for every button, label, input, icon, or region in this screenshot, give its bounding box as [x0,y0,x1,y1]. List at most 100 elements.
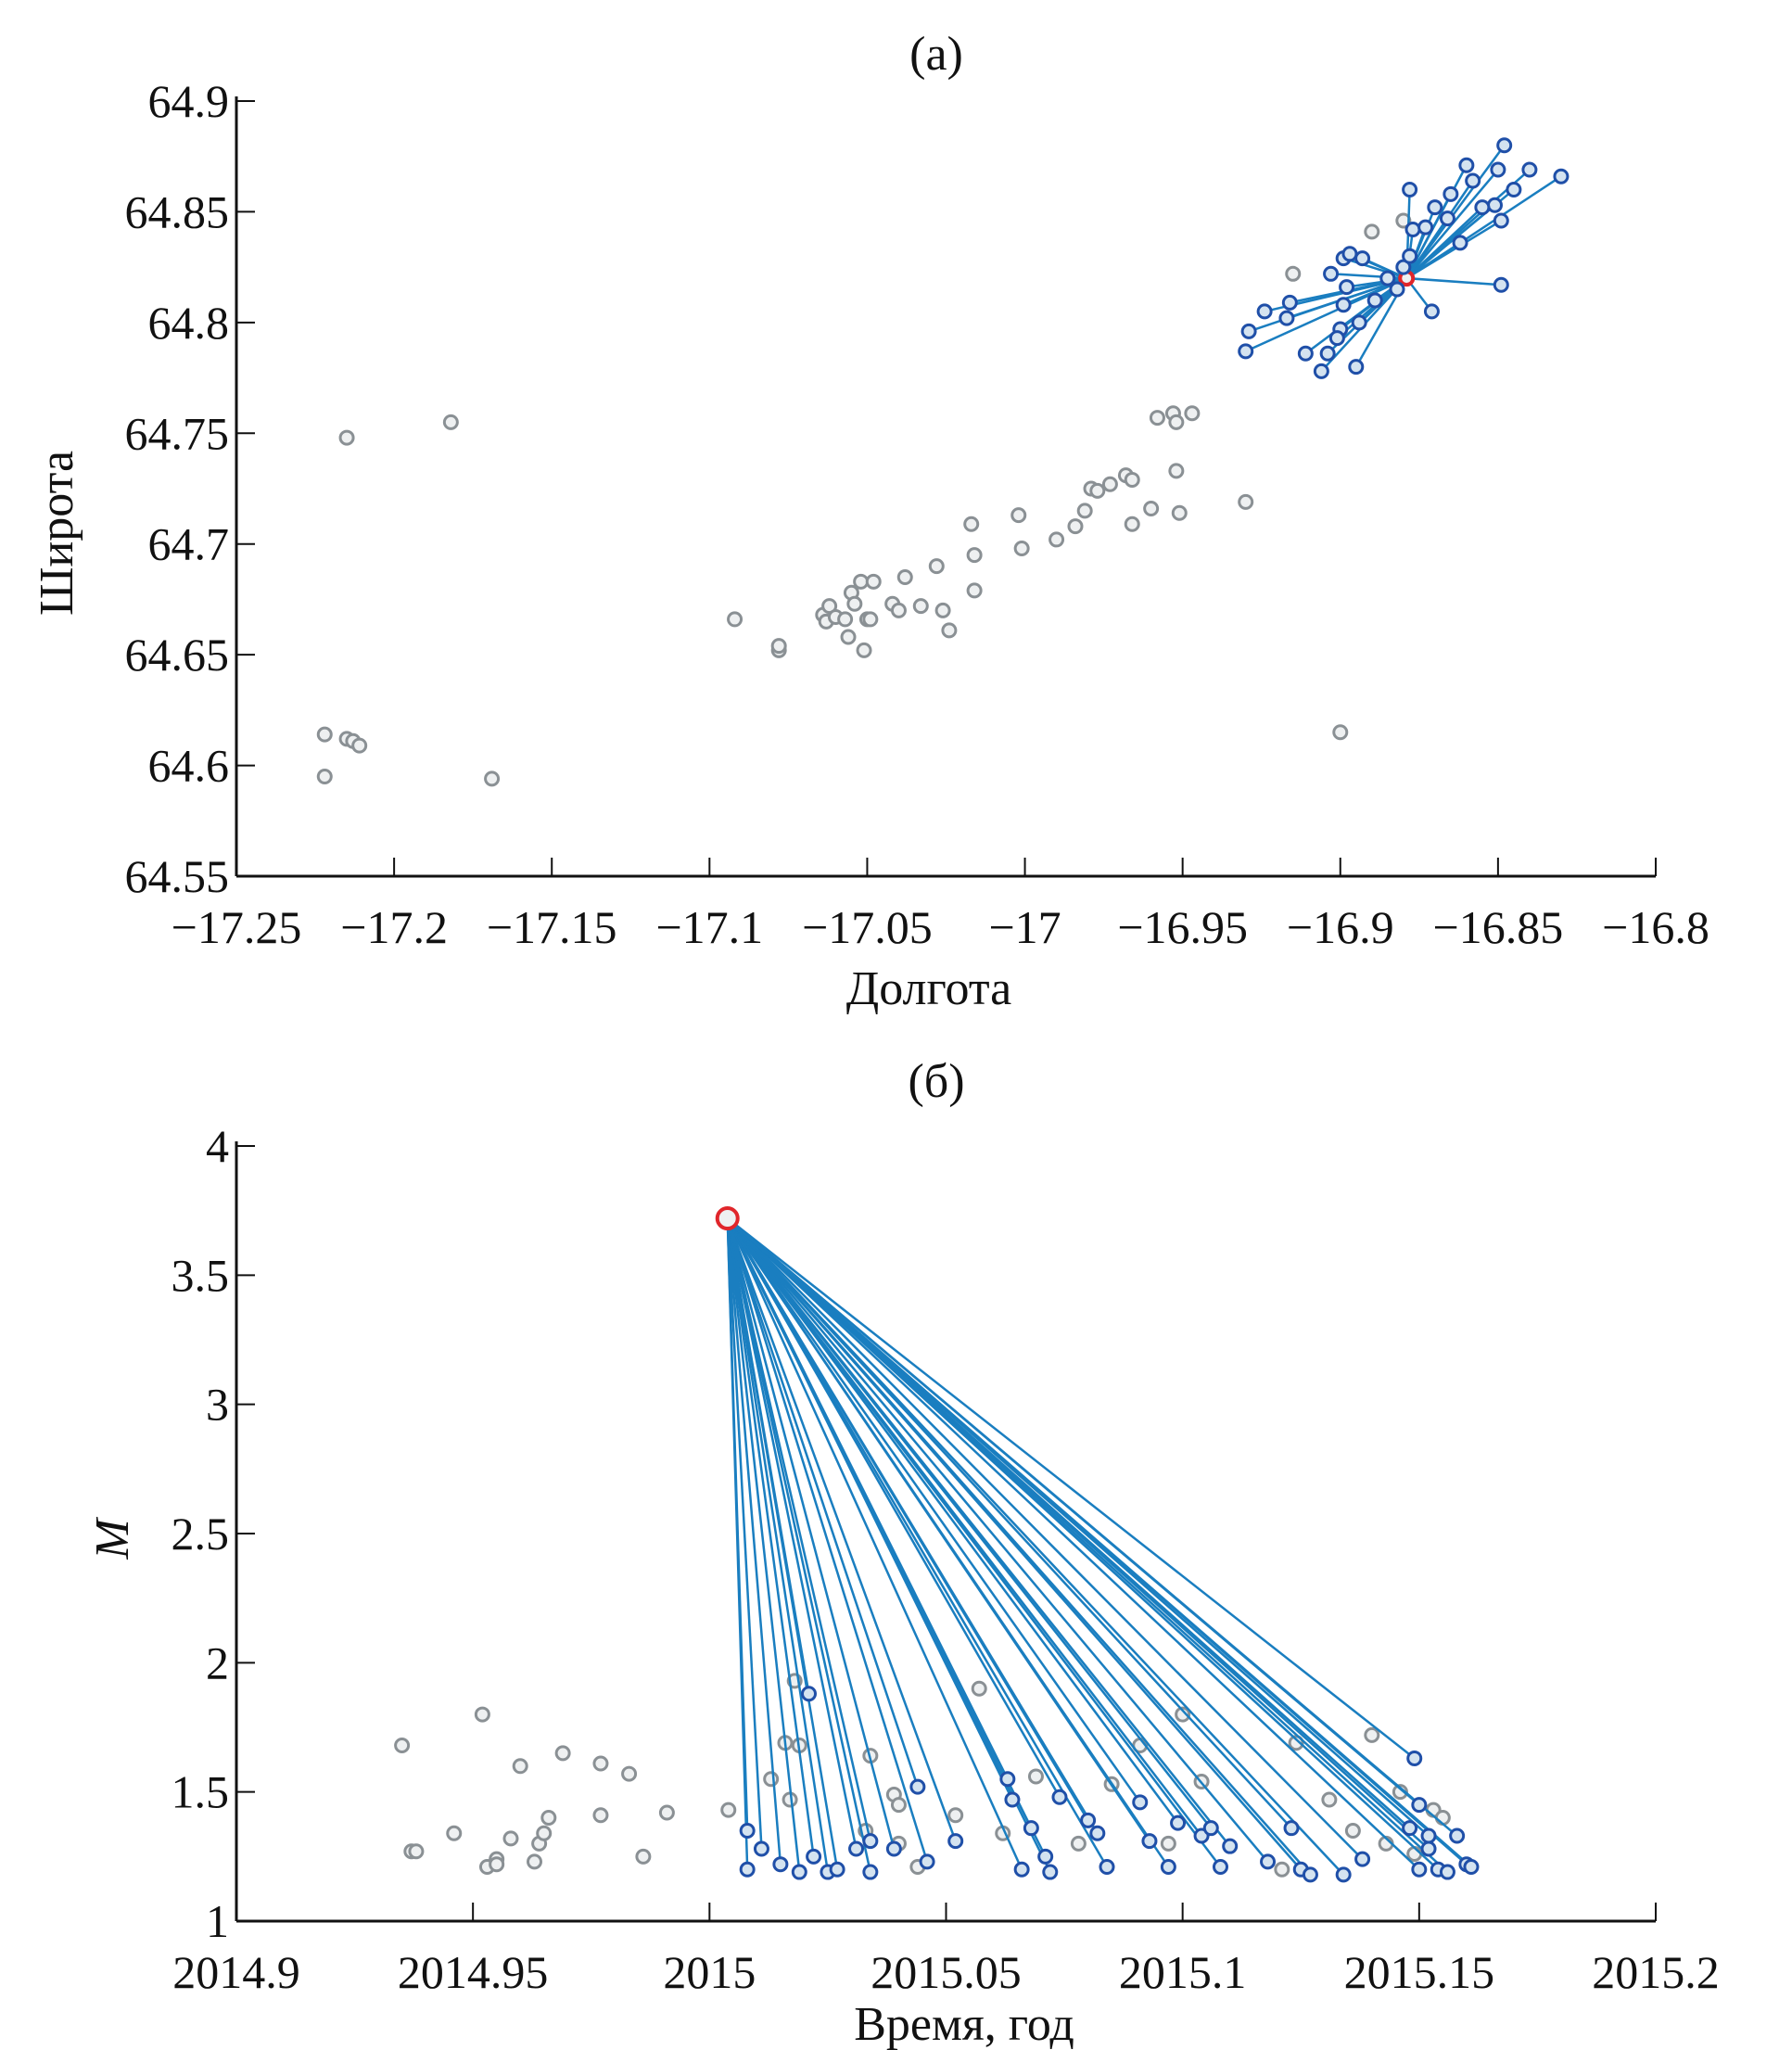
mainshock-aftershock-link [726,1217,872,1873]
background-event-point [1101,476,1118,492]
mainshock-aftershock-link [726,1217,929,1863]
aftershock-point [1406,1750,1423,1766]
aftershock-point [772,1856,789,1873]
background-event-point [947,1807,964,1824]
mainshock-aftershock-link [726,1217,1312,1876]
x-tick-label: −16.95 [1117,901,1248,953]
mainshock-aftershock-link [726,1217,1345,1876]
aftershock-point [1051,1789,1068,1805]
panel-b-xlabel: Время, год [854,1998,1074,2050]
aftershock-point [1452,235,1468,251]
background-event-point [912,598,929,615]
aftershock-point [1474,199,1491,216]
background-event-point [1010,507,1027,524]
background-event-point [1288,1735,1304,1751]
aftershock-point [1341,246,1358,262]
aftershock-point [1354,1851,1371,1867]
mainshock-aftershock-link [1346,276,1407,288]
aftershock-point [909,1778,926,1795]
x-tick-label: 2015 [663,1946,756,1998]
y-tick-label: 64.7 [148,518,230,570]
background-event-point [446,1825,463,1841]
background-event-point [1332,724,1349,741]
aftershock-point [1348,359,1365,376]
mainshock-aftershock-link [726,1217,1099,1834]
background-event-point [1171,504,1188,521]
background-event-point [442,414,459,430]
aftershock-point [1013,1861,1030,1878]
mainshock-aftershock-link [726,1217,1222,1868]
x-tick-label: −16.9 [1287,901,1394,953]
aftershock-point [1023,1820,1039,1837]
x-tick-label: 2015.1 [1119,1946,1247,1998]
aftershock-point [1404,222,1421,238]
background-event-point [635,1848,652,1865]
background-event-point [1076,503,1093,519]
y-tick-label: 64.85 [125,185,230,237]
aftershock-point [1423,303,1440,320]
mainshock-aftershock-link [726,1217,896,1850]
background-event-point [1089,482,1106,499]
background-event-point [1168,414,1185,430]
aftershock-point [1465,172,1481,189]
mainshock-aftershock-link [1405,217,1449,279]
mainshock-aftershock-link [726,1217,1411,1829]
background-event-point [316,726,333,743]
background-event-point [1364,1726,1380,1743]
background-event-point [1434,1810,1451,1827]
y-tick-label: 64.65 [125,629,230,681]
aftershock-point [1420,1827,1437,1844]
background-event-point [1160,1835,1176,1852]
y-tick-label: 64.75 [125,407,230,459]
aftershock-point [1458,157,1475,173]
aftershock-point [1323,265,1340,282]
mainshock-aftershock-link [726,1217,957,1842]
aftershock-point [739,1861,756,1878]
aftershock-point [1449,1827,1466,1844]
background-event-point [489,1856,505,1873]
aftershock-point [1283,1820,1300,1837]
x-tick-label: 2015.05 [871,1946,1022,1998]
mainshock-point [715,1206,740,1231]
aftershock-point [791,1864,807,1880]
x-tick-label: −17.15 [487,901,617,953]
x-tick-label: 2015.15 [1344,1946,1495,1998]
mainshock-aftershock-link [726,1217,1269,1863]
background-event-point [853,573,870,590]
y-tick-label: 4 [206,1120,229,1172]
background-event-point [727,611,743,628]
panel-b: 2014.9 2014.95 2015 2015.05 2015.1 2015.15 201… [172,1120,1720,1998]
mainshock-aftershock-link [726,1217,801,1873]
x-tick-label: −16.8 [1602,901,1709,953]
background-event-point [1070,1835,1087,1852]
aftershock-point [1328,330,1345,347]
aftershock-point [1170,1814,1187,1831]
aftershock-point [1042,1864,1059,1880]
aftershock-point [1439,210,1455,227]
aftershock-point [1319,345,1336,362]
aftershock-point [999,1771,1016,1788]
mainshock-aftershock-link [726,1217,749,1870]
aftershock-point [1439,1864,1455,1880]
aftershock-point [1313,363,1329,379]
background-event-point [763,1771,780,1788]
background-event-point [971,1680,987,1697]
mainshock-aftershock-link [1405,204,1496,280]
background-event-point [1344,1822,1361,1839]
aftershock-point [829,1861,845,1878]
mainshock-aftershock-link [726,1217,1141,1803]
panel-b-ylabel: M [86,1517,139,1560]
aftershock-point [1335,1866,1352,1883]
background-event-point [720,1802,737,1818]
mainshock-aftershock-link [726,1217,839,1870]
y-tick-label: 3.5 [172,1249,230,1301]
aftershock-point [1427,199,1443,216]
background-event-point [351,737,368,754]
background-event-point [840,629,857,645]
aftershock-point [1335,297,1352,313]
aftershock-point [1281,294,1298,311]
aftershock-point [1417,219,1434,236]
panel-a-ylabel: Широта [31,451,83,616]
background-event-point [890,1797,907,1814]
mainshock-aftershock-link [726,1217,782,1865]
